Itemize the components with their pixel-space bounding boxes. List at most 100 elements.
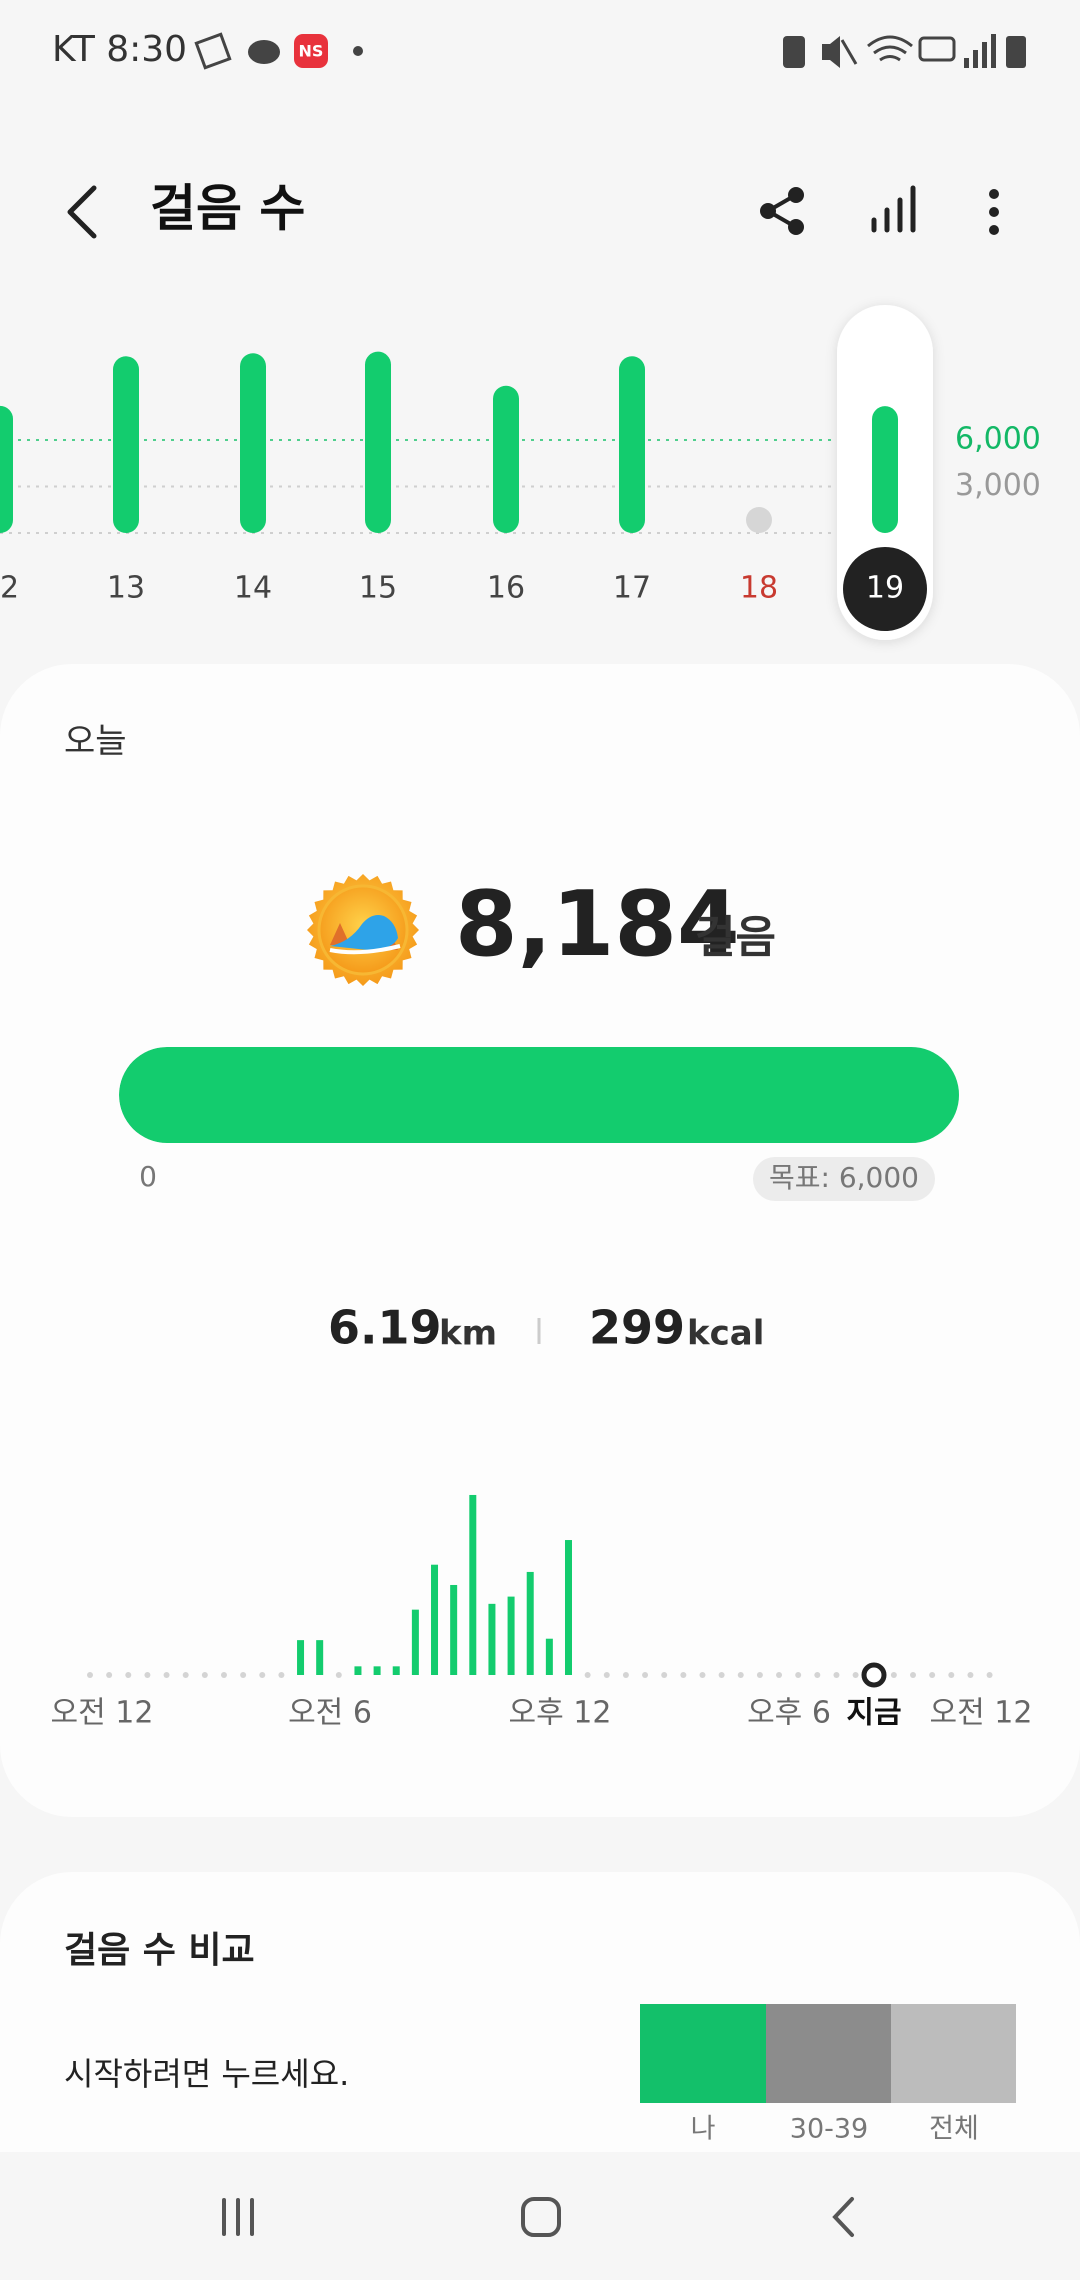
hour-empty-dot [603, 1672, 610, 1678]
hour-label: 오전 12 [51, 1696, 154, 1731]
hour-empty-dot [890, 1672, 897, 1678]
hour-bar [565, 1540, 572, 1675]
hour-empty-dot [680, 1672, 687, 1678]
hour-empty-dot [699, 1672, 706, 1678]
day-bar [0, 405, 13, 533]
compare-all-block [891, 2004, 1016, 2103]
day-bar [113, 356, 139, 533]
hour-bar [354, 1666, 362, 1675]
now-marker [861, 1662, 887, 1688]
day-label: 12 [0, 571, 19, 606]
hour-bar [488, 1603, 496, 1675]
reference-label: 6,000 [955, 422, 1041, 457]
hour-bar [411, 1609, 419, 1675]
day-bar [872, 406, 898, 533]
trends-button[interactable] [871, 185, 916, 233]
distance-value: 6.19 [328, 1301, 442, 1355]
share-button[interactable] [760, 187, 804, 235]
hour-empty-dot [584, 1672, 591, 1678]
hour-bar [297, 1640, 305, 1675]
hour-bar [469, 1494, 477, 1675]
hourly-chart: 오전 12 오전 6 오후 12 오후 6 지금 오전 12 [51, 1494, 1033, 1731]
hour-empty-dot [278, 1672, 285, 1678]
hour-label: 지금 [846, 1696, 901, 1731]
svg-text:NS: NS [299, 42, 324, 61]
hour-empty-dot [852, 1672, 859, 1678]
compare-age-block [766, 2004, 891, 2103]
hour-empty-dot [718, 1672, 725, 1678]
day-label: 19 [866, 571, 904, 606]
compare-legend: 나 [691, 2114, 716, 2145]
hour-empty-dot [948, 1672, 955, 1678]
hour-empty-dot [756, 1672, 763, 1678]
reference-label: 3,000 [955, 468, 1041, 503]
day-label: 14 [234, 571, 272, 606]
compare-legend: 30-39 [790, 2114, 868, 2145]
progress-clip [119, 1047, 959, 1143]
status-icons: NS [194, 32, 1026, 70]
hour-empty-dot [776, 1672, 783, 1678]
hour-bar [526, 1571, 534, 1675]
hour-empty-dot [833, 1672, 840, 1678]
hour-bar [316, 1640, 324, 1675]
day-label: 17 [613, 571, 651, 606]
calories-value: 299 [589, 1301, 685, 1355]
hour-empty-dot [737, 1672, 744, 1678]
hour-bar [431, 1564, 439, 1675]
hour-label: 오전 12 [930, 1696, 1033, 1731]
day-bar [365, 351, 391, 533]
progress-bar [119, 1047, 959, 1143]
hour-empty-dot [335, 1672, 342, 1678]
compare-title: 걸음 수 비교 [64, 1930, 255, 1971]
recent-apps-button[interactable] [222, 2198, 254, 2236]
distance-unit: km [439, 1314, 497, 1354]
day-label: 18 [740, 571, 778, 606]
compare-prompt: 시작하려면 누르세요. [64, 2055, 349, 2093]
hour-empty-dot [182, 1672, 189, 1678]
day-bar [619, 356, 645, 533]
daily-chart: 6,000 3,000 12 13 14 15 16 17 18 19 [0, 305, 1041, 640]
day-label: 13 [107, 571, 145, 606]
day-bar [240, 353, 266, 533]
day-label: 15 [359, 571, 397, 606]
hour-empty-dot [87, 1672, 93, 1678]
hour-bar [373, 1666, 381, 1675]
hour-label: 오후 12 [509, 1696, 612, 1731]
goal-pill [753, 1157, 935, 1201]
day-label: 16 [487, 571, 525, 606]
day-bar [493, 385, 519, 533]
nav-bar [0, 2152, 1080, 2280]
hour-empty-dot [201, 1672, 208, 1678]
hour-empty-dot [661, 1672, 668, 1678]
more-button[interactable] [989, 189, 999, 235]
step-count: 8,184 [455, 872, 740, 977]
badge-icon [307, 874, 419, 986]
nav-back-button[interactable] [832, 2197, 854, 2237]
calories-unit: kcal [687, 1314, 764, 1354]
hour-empty-dot [106, 1672, 113, 1678]
hour-empty-dot [795, 1672, 802, 1678]
hour-empty-dot [622, 1672, 629, 1678]
compare-me-block [640, 2004, 766, 2103]
compare-legend: 전체 [929, 2114, 979, 2145]
hour-bar [507, 1596, 515, 1675]
hour-bar [392, 1666, 400, 1675]
hour-empty-dot [986, 1672, 993, 1678]
hour-empty-dot [220, 1672, 227, 1678]
hour-empty-dot [642, 1672, 649, 1678]
hour-empty-dot [163, 1672, 170, 1678]
selected-day-circle [843, 547, 927, 631]
day-empty-dot [746, 507, 772, 533]
back-button[interactable] [67, 185, 97, 239]
hour-label: 오전 6 [288, 1696, 372, 1731]
status-time: KT 8:30 [52, 29, 187, 70]
hour-bar [450, 1584, 458, 1675]
hour-empty-dot [814, 1672, 821, 1678]
hour-empty-dot [910, 1672, 917, 1678]
home-button[interactable] [521, 2197, 561, 2237]
hour-bar [545, 1638, 553, 1675]
hour-empty-dot [125, 1672, 132, 1678]
hour-empty-dot [929, 1672, 936, 1678]
